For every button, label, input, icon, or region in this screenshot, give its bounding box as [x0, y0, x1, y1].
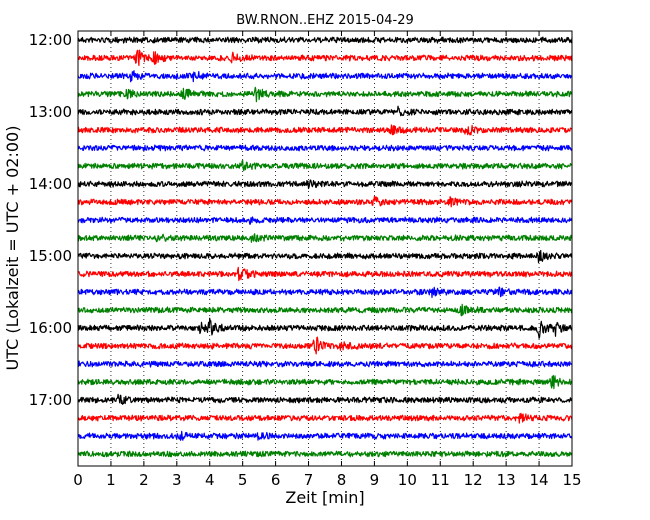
- y-tick-label: 17:00: [29, 391, 72, 409]
- x-tick-label: 3: [172, 471, 182, 489]
- trace-line: [77, 360, 573, 368]
- x-tick-label: 8: [337, 471, 347, 489]
- x-gridlines: [110, 31, 540, 466]
- y-tick-label: 15:00: [29, 247, 72, 265]
- x-tick-label: 6: [271, 471, 281, 489]
- y-axis-title: UTC (Lokalzeit = UTC + 02:00): [3, 126, 22, 371]
- y-axis: 12:00 13:00 14:00 15:00 16:00 17:00: [29, 31, 572, 409]
- x-axis: 0 1 2 3 4 5 6 7 8 9 10 11 12 13 14 15: [73, 31, 582, 489]
- trace-line: [77, 336, 573, 355]
- trace-line: [77, 105, 573, 117]
- y-tick-label: 16:00: [29, 319, 72, 337]
- trace-line: [77, 450, 573, 458]
- trace-line: [77, 233, 573, 243]
- trace-line: [77, 266, 573, 282]
- trace-line: [77, 124, 573, 136]
- y-tick-label: 12:00: [29, 31, 72, 49]
- trace-line: [77, 286, 573, 299]
- x-tick-label: 2: [139, 471, 149, 489]
- x-tick-label: 1: [106, 471, 116, 489]
- x-tick-label: 12: [464, 471, 483, 489]
- trace-line: [77, 144, 573, 152]
- trace-line: [77, 179, 573, 190]
- trace-line: [77, 36, 573, 44]
- x-tick-label: 9: [370, 471, 380, 489]
- trace-line: [77, 49, 573, 67]
- trace-line: [77, 412, 573, 424]
- y-tick-label: 13:00: [29, 103, 72, 121]
- y-tick-label: 14:00: [29, 175, 72, 193]
- x-tick-label: 10: [398, 471, 417, 489]
- trace-line: [77, 70, 573, 83]
- trace-line: [77, 216, 573, 225]
- x-tick-label: 11: [431, 471, 450, 489]
- trace-line: [77, 303, 573, 317]
- trace-line: [77, 374, 573, 390]
- x-tick-label: 4: [205, 471, 215, 489]
- trace-line: [77, 159, 573, 172]
- x-tick-label: 7: [304, 471, 314, 489]
- plot-area: [78, 31, 572, 466]
- x-tick-label: 15: [562, 471, 581, 489]
- x-tick-label: 0: [73, 471, 83, 489]
- traces: [77, 36, 573, 458]
- trace-line: [77, 393, 573, 405]
- x-tick-label: 14: [530, 471, 549, 489]
- trace-line: [77, 249, 573, 264]
- chart-title: BW.RNON..EHZ 2015-04-29: [236, 13, 414, 28]
- x-tick-label: 5: [238, 471, 248, 489]
- trace-line: [77, 430, 573, 441]
- trace-line: [77, 86, 573, 103]
- trace-line: [77, 195, 573, 208]
- plot-frame: [77, 30, 573, 467]
- x-tick-label: 13: [497, 471, 516, 489]
- x-axis-title: Zeit [min]: [285, 488, 364, 507]
- trace-line: [77, 317, 573, 339]
